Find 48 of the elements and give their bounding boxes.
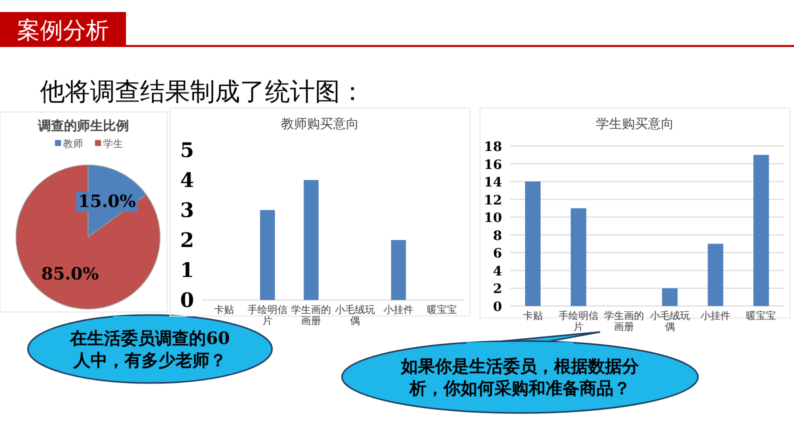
x-tick-label: 学生画的画册 bbox=[604, 310, 644, 333]
bar bbox=[304, 180, 319, 300]
bar bbox=[525, 182, 541, 306]
y-tick-label: 0 bbox=[180, 288, 194, 312]
y-tick-label: 6 bbox=[492, 246, 502, 262]
bar bbox=[708, 244, 724, 306]
bar bbox=[753, 154, 769, 306]
x-tick-label: 手绘明信片 bbox=[248, 304, 288, 327]
y-tick-label: 18 bbox=[484, 140, 502, 155]
x-tick-label: 小毛绒玩偶 bbox=[650, 310, 690, 333]
y-tick-label: 8 bbox=[492, 228, 502, 244]
chart-title: 教师购买意向 bbox=[281, 117, 359, 132]
y-tick-label: 0 bbox=[492, 300, 502, 315]
text: 案例分析 bbox=[17, 18, 109, 44]
bar bbox=[260, 210, 275, 300]
y-tick-label: 2 bbox=[180, 228, 194, 252]
text: 如果你是生活委员，根据数据分析，你如何采购和准备商品？ bbox=[400, 357, 640, 399]
data-label: 85.0% bbox=[41, 264, 99, 284]
x-tick-label: 手绘明信片 bbox=[558, 310, 598, 333]
x-tick-label: 小挂件 bbox=[700, 310, 730, 322]
bar bbox=[391, 240, 406, 300]
y-tick-label: 14 bbox=[484, 176, 502, 191]
y-tick-label: 16 bbox=[484, 158, 502, 173]
y-tick-label: 2 bbox=[492, 282, 502, 298]
x-tick-label: 暖宝宝 bbox=[427, 304, 458, 316]
y-tick-label: 1 bbox=[180, 258, 194, 282]
text: 他将调查结果制成了统计图： bbox=[40, 77, 365, 106]
x-tick-label: 小毛绒玩偶 bbox=[334, 304, 375, 327]
pie-slice bbox=[16, 164, 160, 310]
x-tick-label: 卡贴 bbox=[522, 310, 543, 322]
bar bbox=[570, 208, 586, 306]
bar bbox=[662, 288, 678, 306]
x-tick-label: 暖宝宝 bbox=[746, 310, 776, 322]
y-tick-label: 3 bbox=[180, 198, 194, 222]
chart-title: 调查的师生比例 bbox=[37, 119, 129, 134]
y-tick-label: 10 bbox=[484, 211, 502, 226]
x-tick-label: 小挂件 bbox=[384, 304, 414, 316]
x-tick-label: 学生画的画册 bbox=[291, 304, 332, 327]
y-tick-label: 12 bbox=[484, 193, 502, 208]
legend-label: 教师 bbox=[63, 139, 83, 150]
y-tick-label: 4 bbox=[492, 264, 502, 280]
y-tick-label: 5 bbox=[180, 138, 194, 162]
text: 在生活委员调查的60人中，有多少老师？ bbox=[69, 329, 230, 371]
legend-label: 学生 bbox=[103, 138, 123, 150]
y-tick-label: 4 bbox=[180, 168, 194, 192]
data-label: 15.0% bbox=[78, 192, 136, 212]
x-tick-label: 卡贴 bbox=[214, 304, 234, 316]
chart-title: 学生购买意向 bbox=[596, 117, 674, 132]
